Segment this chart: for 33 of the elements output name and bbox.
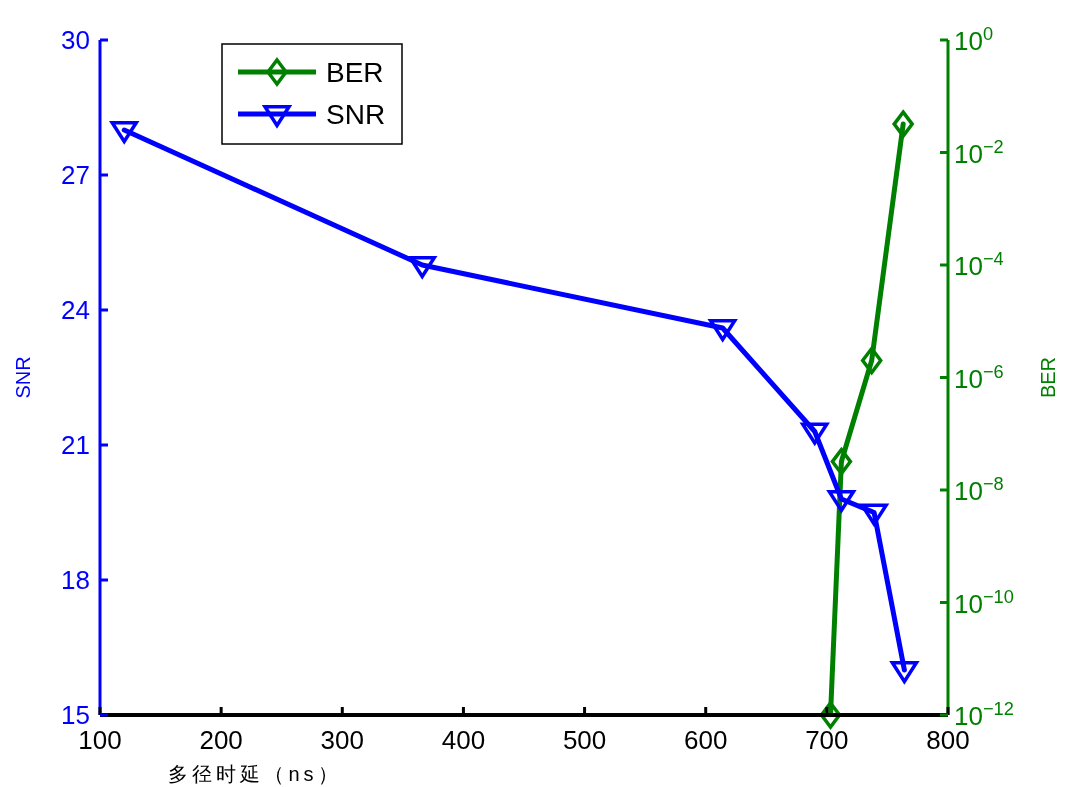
point <box>110 121 138 144</box>
y2-tick-label: 10$^{−8}$ <box>954 474 1004 506</box>
point <box>830 447 853 476</box>
point <box>860 503 888 526</box>
point <box>800 422 829 445</box>
y2-tick-label: 10$^{−2}$ <box>954 136 1004 169</box>
y2-tick-label: 10$^{−4}$ <box>954 249 1004 281</box>
point <box>860 346 883 375</box>
legend-label: BER <box>326 57 384 88</box>
y2-tick-label: 10$^{−6}$ <box>954 361 1004 394</box>
y-tick-label: 30 <box>61 25 90 55</box>
x-tick-label: 200 <box>199 725 243 755</box>
y-tick-label: 24 <box>61 295 90 325</box>
point <box>892 110 914 138</box>
x-tick-label: 300 <box>320 725 364 755</box>
x-tick-label: 400 <box>441 725 486 755</box>
point <box>890 661 919 684</box>
point <box>408 256 436 279</box>
x-tick-label: 500 <box>562 725 607 755</box>
y-axis-title: SNR <box>12 356 34 399</box>
legend-label: SNR <box>326 99 386 130</box>
point <box>708 319 737 342</box>
y-tick-label: 18 <box>61 565 90 595</box>
x-tick-label: 700 <box>805 725 849 755</box>
y-tick-label: 21 <box>61 430 90 460</box>
y2-axis-title: BER <box>1037 356 1059 399</box>
point <box>819 701 842 729</box>
y2-tick-label: 10$^{−10}$ <box>954 586 1014 619</box>
x-axis-title: 多径时延（ns） <box>168 763 342 785</box>
point <box>827 490 856 513</box>
y-tick-label: 27 <box>61 160 90 190</box>
y2-tick-label: 10$^{0}$ <box>954 24 994 56</box>
x-tick-label: 600 <box>684 725 728 755</box>
